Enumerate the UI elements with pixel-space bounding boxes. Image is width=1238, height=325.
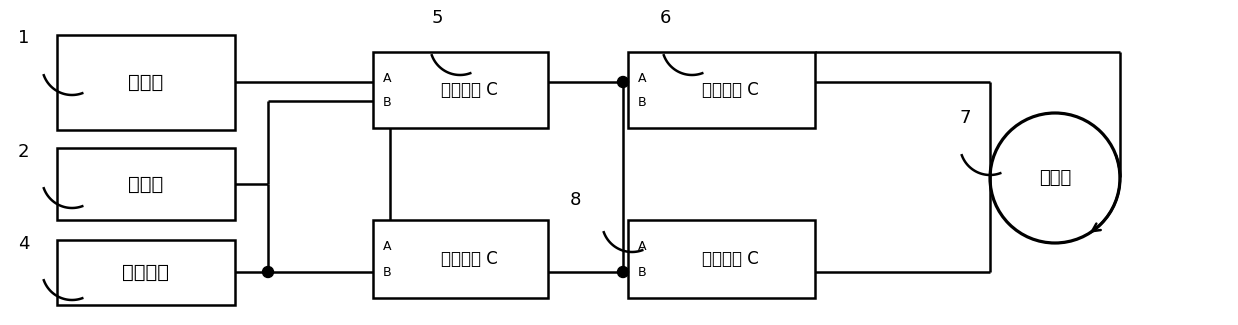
Circle shape bbox=[618, 76, 629, 87]
Bar bbox=[57, 148, 235, 220]
Text: 储水桶: 储水桶 bbox=[129, 175, 163, 193]
Text: A: A bbox=[383, 240, 391, 254]
Text: B: B bbox=[638, 266, 646, 280]
Text: A: A bbox=[383, 72, 391, 84]
Circle shape bbox=[618, 266, 629, 278]
Bar bbox=[373, 52, 548, 128]
Circle shape bbox=[262, 266, 274, 278]
Bar bbox=[57, 35, 235, 130]
Text: 控制盒: 控制盒 bbox=[129, 72, 163, 92]
Text: 6: 6 bbox=[660, 9, 671, 27]
Text: 加热水箱: 加热水箱 bbox=[123, 263, 170, 281]
Text: 第四阀体 C: 第四阀体 C bbox=[702, 250, 759, 268]
Bar bbox=[57, 240, 235, 305]
Bar bbox=[628, 220, 815, 298]
Text: 单向泵: 单向泵 bbox=[1039, 169, 1071, 187]
Text: 第一阀体 C: 第一阀体 C bbox=[441, 250, 498, 268]
Text: B: B bbox=[383, 97, 391, 110]
Text: 5: 5 bbox=[432, 9, 443, 27]
Text: 8: 8 bbox=[569, 191, 582, 209]
Text: B: B bbox=[383, 266, 391, 280]
Text: 第二阀体 C: 第二阀体 C bbox=[441, 81, 498, 99]
Text: A: A bbox=[638, 72, 646, 84]
Bar bbox=[373, 220, 548, 298]
Text: 2: 2 bbox=[19, 143, 30, 161]
Text: B: B bbox=[638, 97, 646, 110]
Text: 1: 1 bbox=[19, 29, 30, 47]
Text: 第三阀体 C: 第三阀体 C bbox=[702, 81, 759, 99]
Bar bbox=[628, 52, 815, 128]
Text: 4: 4 bbox=[19, 235, 30, 253]
Text: 7: 7 bbox=[959, 109, 972, 127]
Text: A: A bbox=[638, 240, 646, 254]
